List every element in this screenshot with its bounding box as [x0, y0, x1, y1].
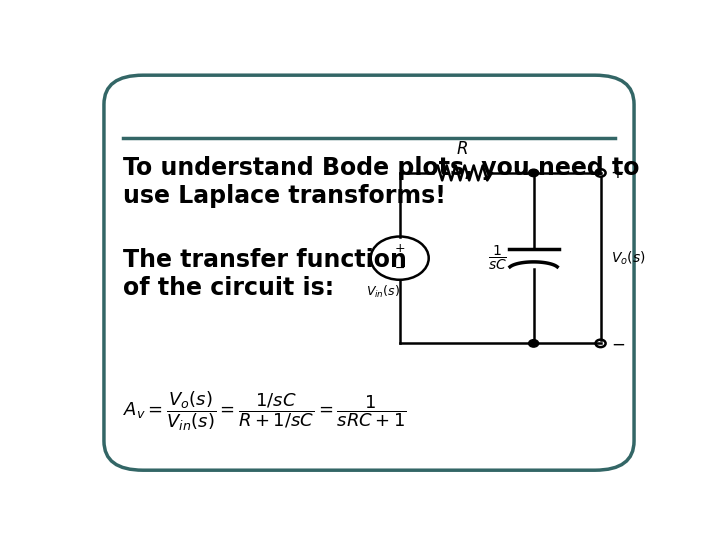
Text: $\dfrac{1}{sC}$: $\dfrac{1}{sC}$ — [488, 244, 507, 272]
Circle shape — [528, 169, 539, 177]
Text: $-$: $-$ — [611, 334, 625, 353]
Text: $A_v = \dfrac{V_o(s)}{V_{in}(s)} = \dfrac{1/sC}{R+1/sC} = \dfrac{1}{sRC+1}$: $A_v = \dfrac{V_o(s)}{V_{in}(s)} = \dfra… — [124, 389, 408, 433]
Text: The transfer function
of the circuit is:: The transfer function of the circuit is: — [124, 248, 408, 300]
Text: To understand Bode plots, you need to
use Laplace transforms!: To understand Bode plots, you need to us… — [124, 156, 640, 208]
FancyBboxPatch shape — [104, 75, 634, 470]
Text: $V_{in}(s)$: $V_{in}(s)$ — [366, 284, 400, 300]
Text: +: + — [611, 164, 624, 182]
Circle shape — [528, 340, 539, 347]
Text: $-$: $-$ — [394, 261, 405, 274]
Text: $R$: $R$ — [456, 140, 469, 158]
Text: $V_o(s)$: $V_o(s)$ — [611, 249, 645, 267]
Text: +: + — [395, 242, 405, 255]
